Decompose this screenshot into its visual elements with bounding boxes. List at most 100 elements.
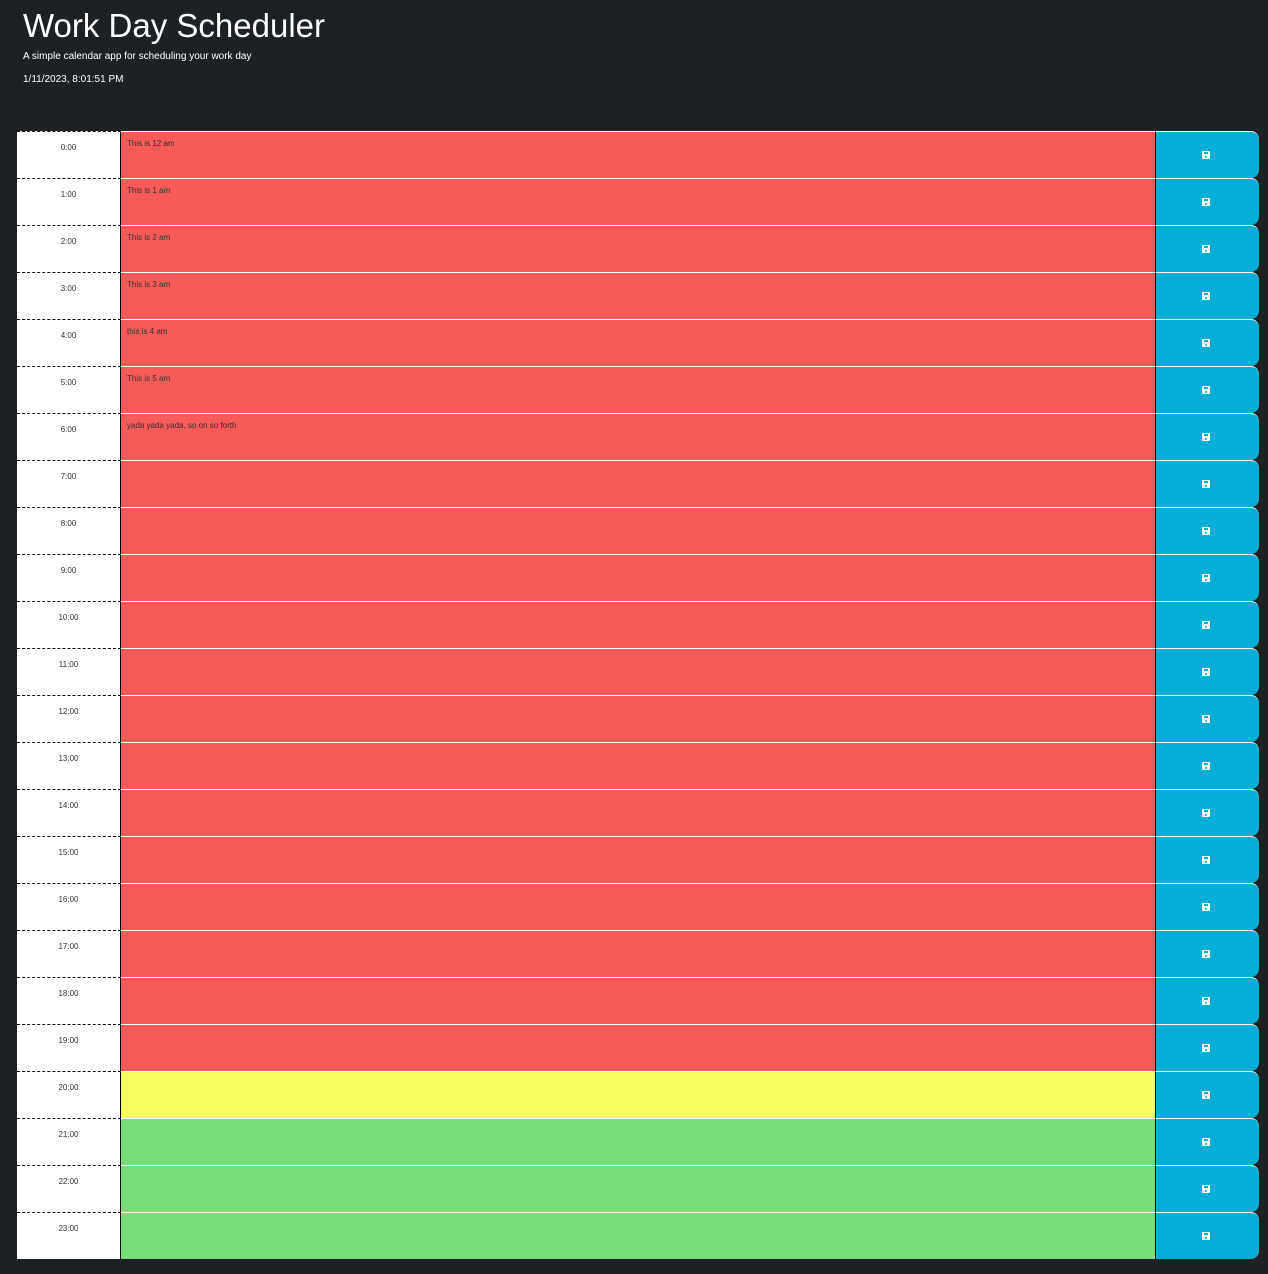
hour-label: 6:00 [17, 425, 120, 434]
hour-cell: 18:00 [17, 977, 121, 1024]
floppy-disk-icon [1202, 809, 1210, 817]
event-description-textarea[interactable]: yada yada yada, so on so forth [121, 413, 1155, 460]
floppy-disk-icon [1202, 527, 1210, 535]
time-block-row: 3:00 This is 3 am [17, 272, 1259, 319]
event-description-textarea[interactable] [121, 695, 1155, 742]
save-button[interactable] [1155, 554, 1259, 601]
hour-cell: 15:00 [17, 836, 121, 883]
event-description-textarea[interactable] [121, 1118, 1155, 1165]
hour-cell: 12:00 [17, 695, 121, 742]
time-block-row: 9:00 [17, 554, 1259, 601]
save-button[interactable] [1155, 366, 1259, 413]
event-description-textarea[interactable]: This is 1 am [121, 178, 1155, 225]
save-button[interactable] [1155, 460, 1259, 507]
time-block-row: 5:00 This is 5 am [17, 366, 1259, 413]
event-description-textarea[interactable] [121, 507, 1155, 554]
save-button[interactable] [1155, 789, 1259, 836]
save-button[interactable] [1155, 225, 1259, 272]
event-description-textarea[interactable] [121, 460, 1155, 507]
event-description-textarea[interactable]: This is 5 am [121, 366, 1155, 413]
event-description-textarea[interactable] [121, 601, 1155, 648]
time-block-row: 16:00 [17, 883, 1259, 930]
time-block-row: 13:00 [17, 742, 1259, 789]
time-block-row: 22:00 [17, 1165, 1259, 1212]
save-button[interactable] [1155, 883, 1259, 930]
hour-label: 15:00 [17, 848, 120, 857]
hour-label: 7:00 [17, 472, 120, 481]
time-block-row: 23:00 [17, 1212, 1259, 1259]
hour-cell: 14:00 [17, 789, 121, 836]
hour-cell: 10:00 [17, 601, 121, 648]
save-button[interactable] [1155, 1212, 1259, 1259]
floppy-disk-icon [1202, 903, 1210, 911]
save-button[interactable] [1155, 977, 1259, 1024]
event-description-textarea[interactable] [121, 648, 1155, 695]
floppy-disk-icon [1202, 198, 1210, 206]
save-button[interactable] [1155, 507, 1259, 554]
hour-cell: 6:00 [17, 413, 121, 460]
save-button[interactable] [1155, 601, 1259, 648]
event-description-textarea[interactable] [121, 742, 1155, 789]
floppy-disk-icon [1202, 1185, 1210, 1193]
hour-cell: 20:00 [17, 1071, 121, 1118]
time-block-row: 12:00 [17, 695, 1259, 742]
save-button[interactable] [1155, 1071, 1259, 1118]
time-block-row: 11:00 [17, 648, 1259, 695]
event-description-textarea[interactable] [121, 1212, 1155, 1259]
save-button[interactable] [1155, 836, 1259, 883]
hour-label: 2:00 [17, 237, 120, 246]
event-description-textarea[interactable] [121, 554, 1155, 601]
save-button[interactable] [1155, 413, 1259, 460]
hour-cell: 1:00 [17, 178, 121, 225]
save-button[interactable] [1155, 131, 1259, 178]
save-button[interactable] [1155, 742, 1259, 789]
floppy-disk-icon [1202, 574, 1210, 582]
time-block-row: 10:00 [17, 601, 1259, 648]
event-description-textarea[interactable] [121, 836, 1155, 883]
floppy-disk-icon [1202, 856, 1210, 864]
floppy-disk-icon [1202, 1091, 1210, 1099]
event-description-textarea[interactable] [121, 977, 1155, 1024]
time-block-row: 8:00 [17, 507, 1259, 554]
hour-cell: 4:00 [17, 319, 121, 366]
save-button[interactable] [1155, 930, 1259, 977]
time-block-row: 2:00 This is 2 am [17, 225, 1259, 272]
event-description-textarea[interactable]: This is 12 am [121, 131, 1155, 178]
save-button[interactable] [1155, 648, 1259, 695]
time-block-row: 18:00 [17, 977, 1259, 1024]
event-description-textarea[interactable] [121, 1071, 1155, 1118]
hour-label: 23:00 [17, 1224, 120, 1233]
floppy-disk-icon [1202, 292, 1210, 300]
event-description-textarea[interactable]: This is 2 am [121, 225, 1155, 272]
save-button[interactable] [1155, 1118, 1259, 1165]
time-block-row: 19:00 [17, 1024, 1259, 1071]
time-block-row: 1:00 This is 1 am [17, 178, 1259, 225]
save-button[interactable] [1155, 1024, 1259, 1071]
hour-label: 21:00 [17, 1130, 120, 1139]
hour-cell: 16:00 [17, 883, 121, 930]
floppy-disk-icon [1202, 621, 1210, 629]
hour-cell: 0:00 [17, 131, 121, 178]
event-description-textarea[interactable] [121, 930, 1155, 977]
hour-label: 14:00 [17, 801, 120, 810]
save-button[interactable] [1155, 272, 1259, 319]
time-block-row: 21:00 [17, 1118, 1259, 1165]
hour-label: 9:00 [17, 566, 120, 575]
event-description-textarea[interactable]: this is 4 am [121, 319, 1155, 366]
time-block-row: 7:00 [17, 460, 1259, 507]
hour-label: 5:00 [17, 378, 120, 387]
floppy-disk-icon [1202, 339, 1210, 347]
save-button[interactable] [1155, 695, 1259, 742]
event-description-textarea[interactable] [121, 1165, 1155, 1212]
save-button[interactable] [1155, 178, 1259, 225]
event-description-textarea[interactable] [121, 883, 1155, 930]
save-button[interactable] [1155, 1165, 1259, 1212]
event-description-textarea[interactable] [121, 789, 1155, 836]
time-block-row: 17:00 [17, 930, 1259, 977]
hour-cell: 9:00 [17, 554, 121, 601]
save-button[interactable] [1155, 319, 1259, 366]
hour-label: 17:00 [17, 942, 120, 951]
event-description-textarea[interactable]: This is 3 am [121, 272, 1155, 319]
time-block-row: 0:00 This is 12 am [17, 131, 1259, 178]
event-description-textarea[interactable] [121, 1024, 1155, 1071]
